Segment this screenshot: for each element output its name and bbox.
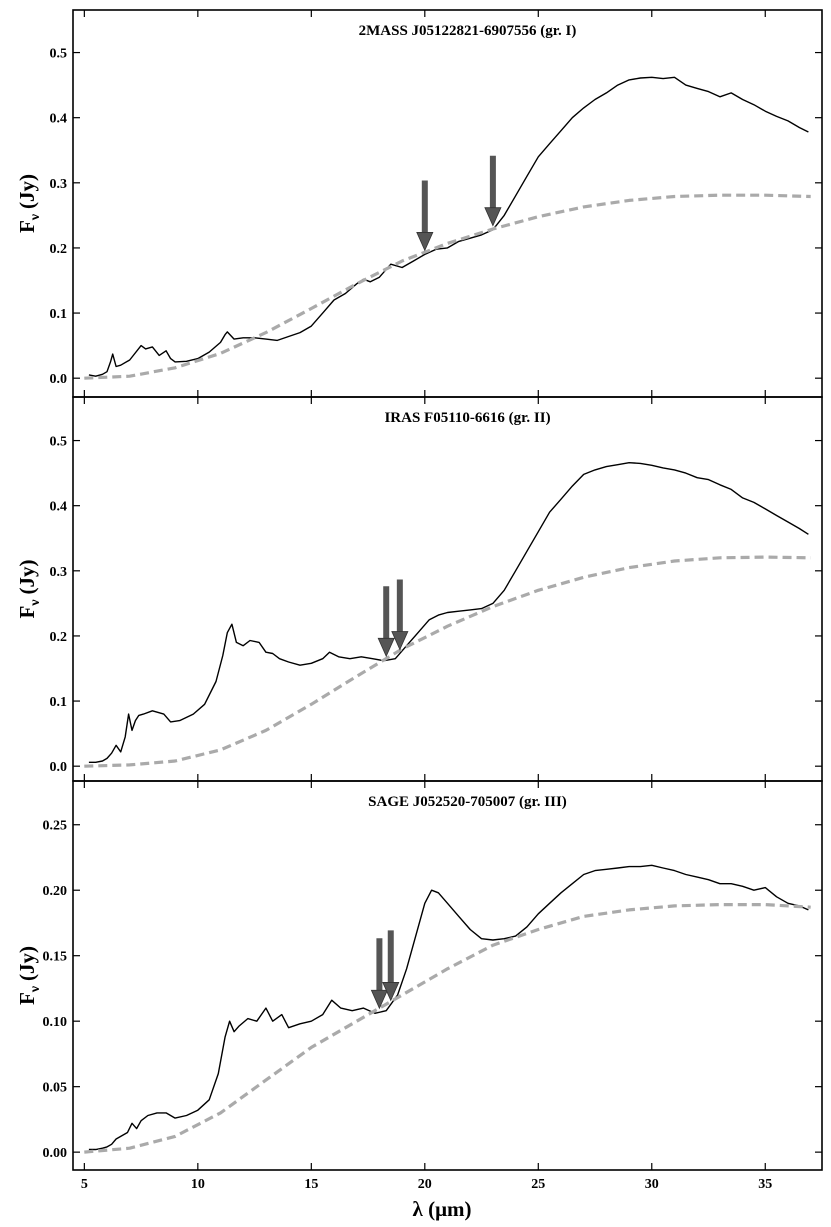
x-tick-label: 20 — [418, 1177, 432, 1192]
y-axis-label: Fν (Jy) — [15, 559, 43, 618]
y-tick-label: 0.3 — [50, 565, 68, 580]
feature-arrow-head — [391, 631, 409, 651]
chart-panel-2: 0.0 0.1 0.2 0.3 0.4 0.5 IRAS F05110-6616 (gr. … — [15, 396, 823, 782]
y-tick-label: 0.2 — [50, 242, 68, 257]
y-label-main: F — [15, 992, 39, 1005]
y-label-subscript: ν — [28, 985, 43, 993]
y-label-main: F — [15, 606, 39, 619]
axes-frame — [72, 9, 823, 398]
spectrum-line — [88, 76, 809, 377]
y-label-unit: (Jy) — [15, 946, 39, 981]
model-curve — [84, 903, 811, 1154]
feature-arrow-head — [382, 982, 400, 1002]
y-tick-label: 0.2 — [50, 630, 68, 645]
y-tick-label: 0.1 — [50, 307, 68, 322]
x-tick-label: 15 — [304, 1177, 318, 1192]
panel-title: SAGE J052520-705007 (gr. III) — [368, 794, 567, 810]
y-tick-label: 0.3 — [50, 177, 68, 192]
feature-arrow-head — [416, 232, 434, 252]
axes-frame — [72, 780, 823, 1171]
spectrum-line — [88, 864, 809, 1151]
y-tick-label: 0.15 — [43, 950, 68, 965]
y-label-main: F — [15, 220, 39, 233]
y-label-subscript: ν — [28, 599, 43, 607]
y-tick-label: 0.4 — [50, 500, 68, 515]
chart-panel-3: 0.00 0.05 0.10 0.15 0.20 0.25 5 10 15 20 25 30 35 SAG… — [15, 780, 823, 1192]
model-curve — [84, 193, 811, 380]
y-axis-label: Fν (Jy) — [15, 174, 43, 233]
x-tick-label: 35 — [758, 1177, 772, 1192]
y-tick-label: 0.0 — [50, 760, 68, 775]
feature-arrow-head — [484, 207, 502, 227]
model-curve — [84, 555, 811, 768]
feature-arrow-head — [370, 989, 389, 1010]
x-axis-label: λ (μm) — [413, 1197, 472, 1221]
y-label-unit: (Jy) — [15, 559, 39, 594]
y-label-subscript: ν — [28, 213, 43, 221]
y-axis-label: Fν (Jy) — [15, 946, 43, 1005]
y-tick-label: 0.4 — [50, 112, 68, 127]
y-tick-label: 0.5 — [50, 435, 68, 450]
axes-frame — [72, 396, 823, 782]
panel-title: IRAS F05110-6616 (gr. II) — [384, 410, 550, 426]
x-tick-label: 5 — [81, 1177, 88, 1192]
x-tick-label: 30 — [645, 1177, 659, 1192]
y-label-unit: (Jy) — [15, 174, 39, 209]
y-tick-label: 0.1 — [50, 695, 68, 710]
y-tick-label: 0.25 — [43, 819, 68, 834]
y-tick-label: 0.10 — [43, 1015, 68, 1030]
y-tick-label: 0.20 — [43, 884, 68, 899]
panels: 0.0 0.1 0.2 0.3 0.4 0.5 2MASS J05122821-690755… — [15, 9, 823, 1192]
chart-panel-1: 0.0 0.1 0.2 0.3 0.4 0.5 2MASS J05122821-690755… — [15, 9, 823, 398]
spectrum-line — [88, 462, 809, 763]
x-tick-label: 10 — [191, 1177, 205, 1192]
y-tick-label: 0.5 — [50, 47, 68, 62]
x-tick-label: 25 — [531, 1177, 545, 1192]
feature-arrow-head — [377, 637, 395, 658]
y-tick-label: 0.05 — [43, 1081, 68, 1096]
panel-title: 2MASS J05122821-6907556 (gr. I) — [359, 23, 577, 39]
y-tick-label: 0.00 — [43, 1146, 68, 1161]
y-tick-label: 0.0 — [50, 372, 68, 387]
